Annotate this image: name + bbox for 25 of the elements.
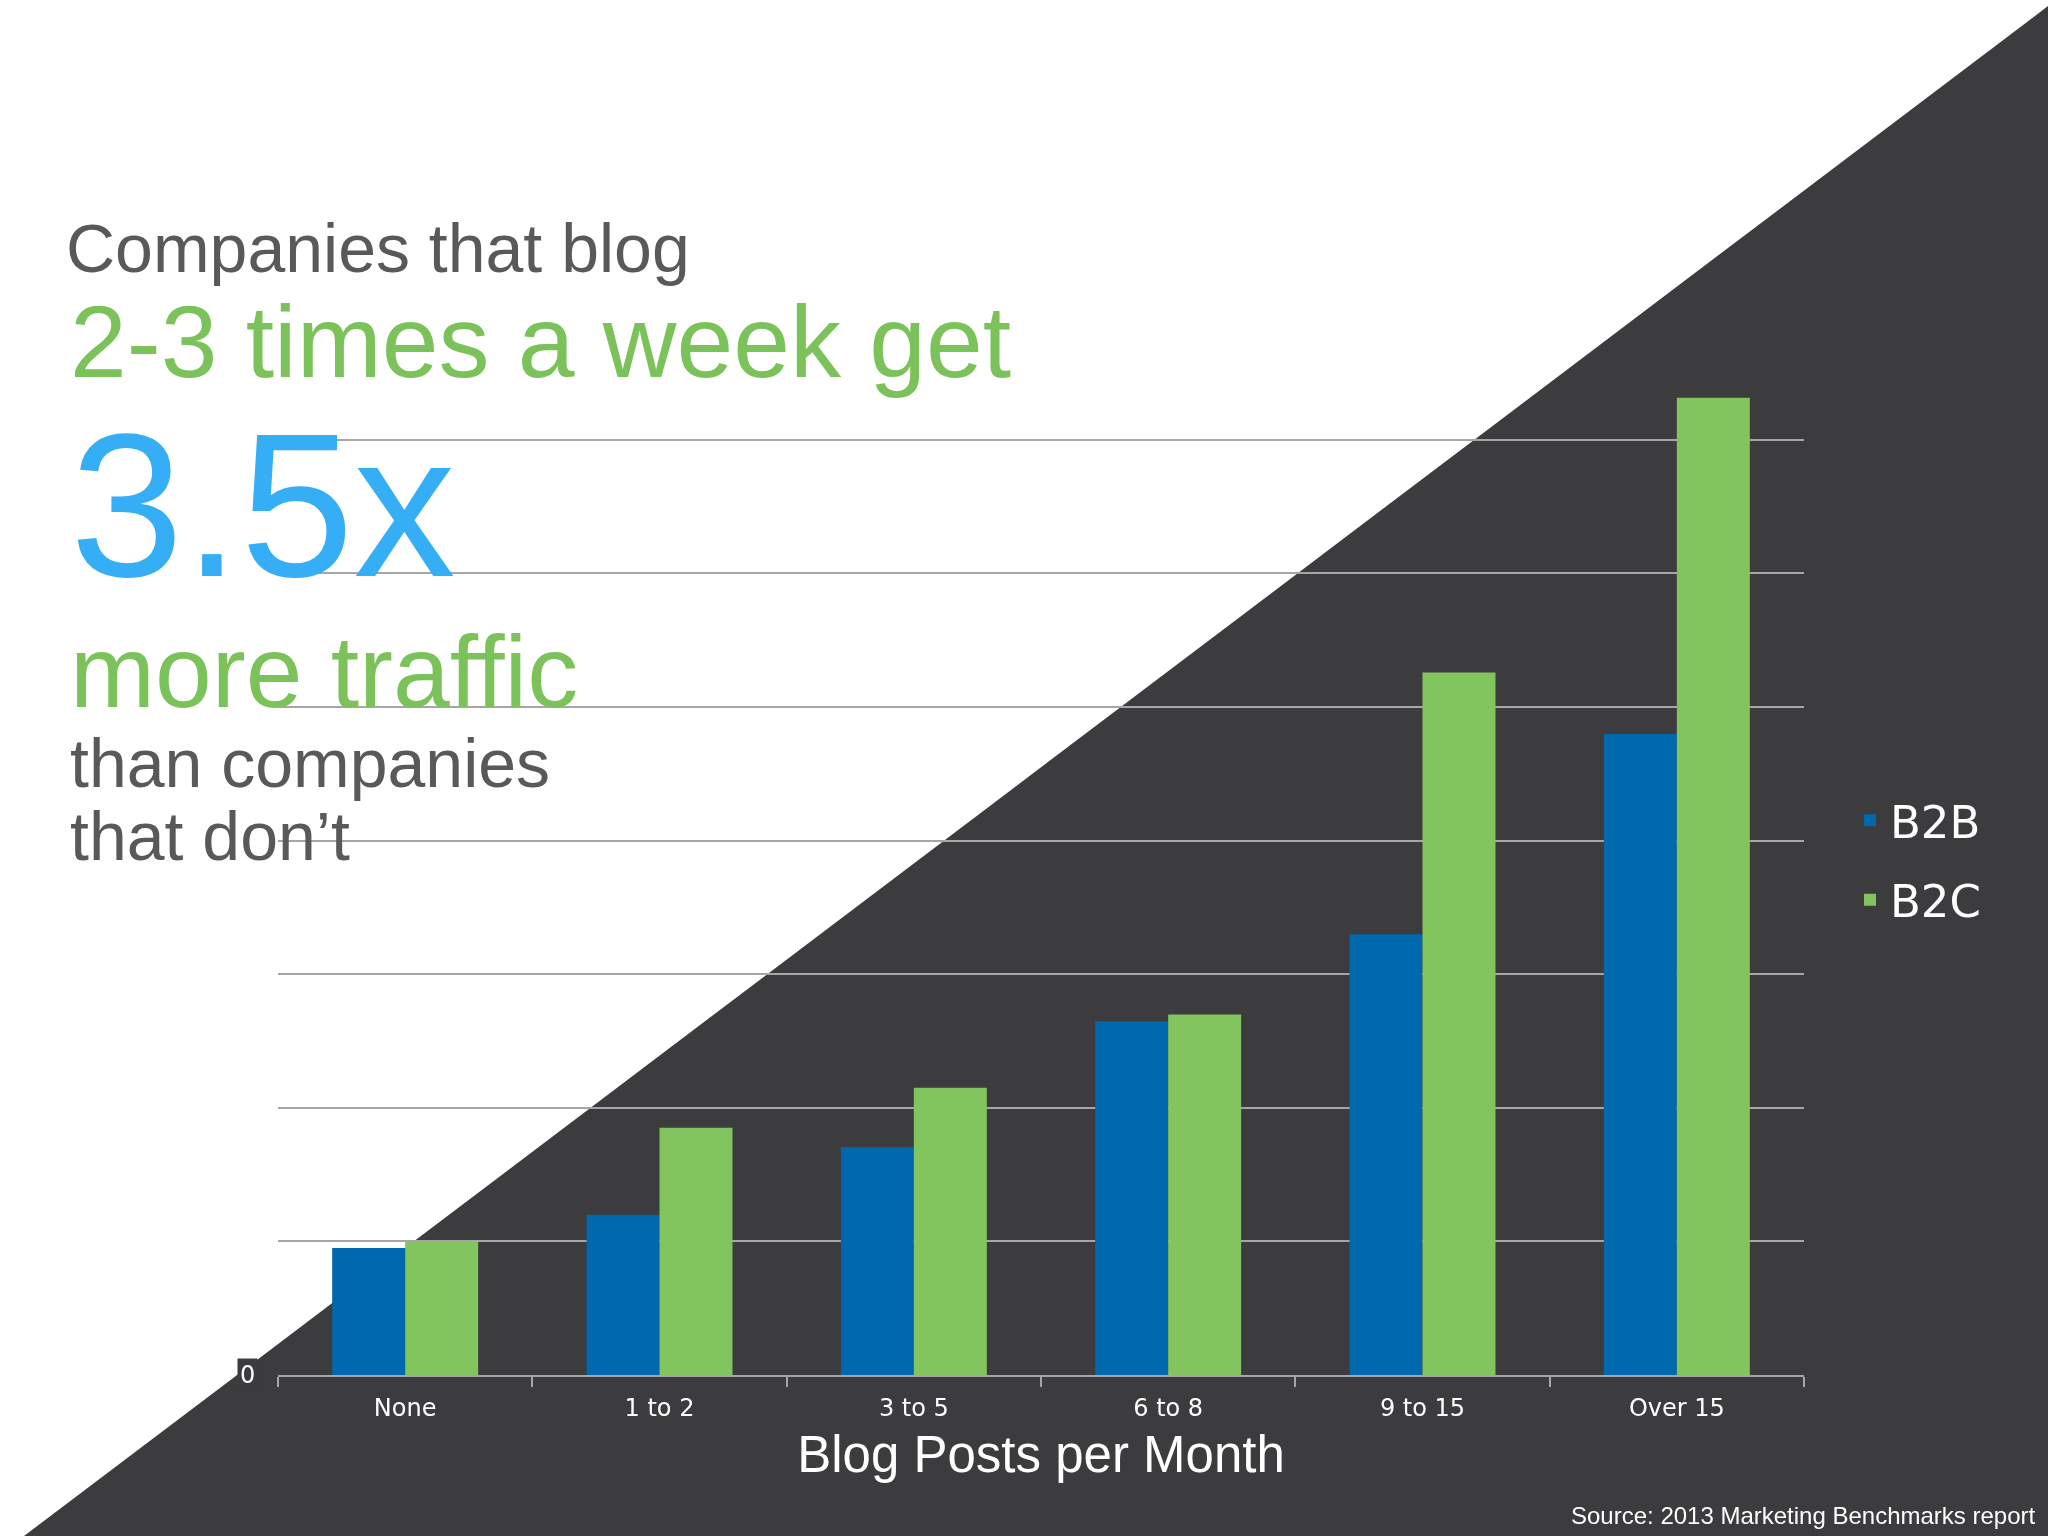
bar [840,1147,914,1375]
bar [659,1127,733,1375]
bar [1603,733,1677,1375]
x-tick-label: None [373,1393,437,1422]
chart-title: Companies that blog [66,209,690,286]
legend-label: B2B [1890,795,1981,849]
bar [1095,1021,1169,1375]
x-tick-label: 6 to 8 [1133,1393,1204,1422]
source-note: Source: 2013 Marketing Benchmarks report [1571,1502,2036,1529]
bar [586,1214,660,1375]
x-tick-label: 1 to 2 [624,1393,695,1422]
text: 0 [240,1361,256,1389]
bar [405,1241,479,1375]
bar [913,1087,987,1375]
x-tick-label: 3 to 5 [878,1393,949,1422]
bar [1349,934,1423,1375]
bar [1168,1014,1242,1375]
x-axis-title: Blog Posts per Month [797,1426,1285,1484]
bar [332,1247,406,1375]
x-tick-label: 9 to 15 [1379,1393,1466,1422]
bar [1676,397,1750,1375]
legend-label: B2C [1890,875,1981,929]
bar [1422,672,1496,1375]
annotation: that don’t [70,798,350,874]
x-tick-label: Over 15 [1628,1393,1725,1422]
